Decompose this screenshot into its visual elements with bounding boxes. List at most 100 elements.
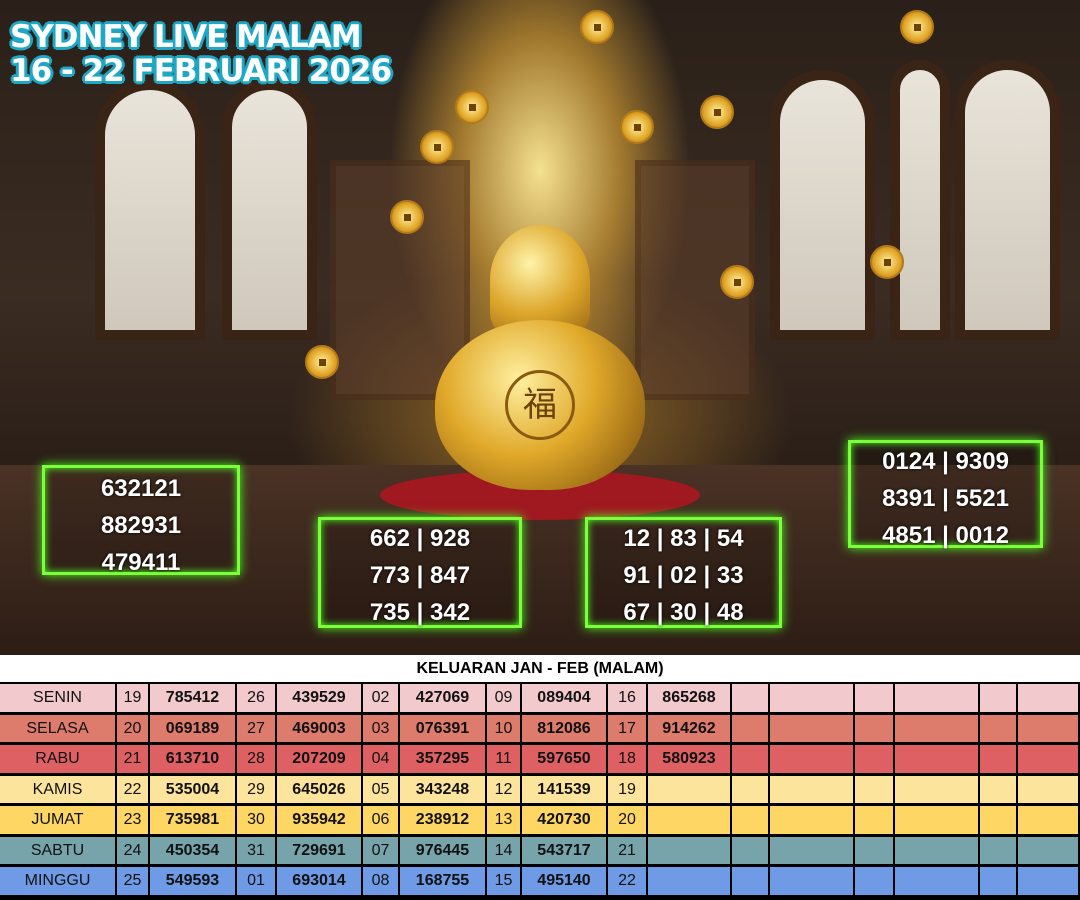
date-cell bbox=[855, 836, 895, 864]
date-cell bbox=[855, 684, 895, 712]
prediction-box-2d: 12 | 83 | 54 91 | 02 | 33 67 | 30 | 48 bbox=[585, 517, 782, 628]
result-cell: 597650 bbox=[522, 745, 608, 773]
results-table-title: KELUARAN JAN - FEB (MALAM) bbox=[0, 655, 1080, 684]
day-label: JUMAT bbox=[0, 806, 117, 834]
promo-banner: 福 SYDNEY LIVE MALAM 16 - 22 FEBRUARI 202… bbox=[0, 0, 1080, 655]
date-cell bbox=[732, 775, 770, 803]
date-cell bbox=[980, 745, 1018, 773]
date-cell bbox=[855, 806, 895, 834]
result-cell bbox=[1018, 775, 1080, 803]
date-cell: 25 bbox=[117, 867, 150, 895]
prediction-line: 735 | 342 bbox=[369, 599, 471, 626]
date-cell: 24 bbox=[117, 836, 150, 864]
date-cell bbox=[732, 745, 770, 773]
prediction-box-4d: 632121 882931 479411 bbox=[42, 465, 240, 576]
result-cell bbox=[770, 836, 855, 864]
date-cell bbox=[732, 806, 770, 834]
day-label: SABTU bbox=[0, 836, 117, 864]
prediction-line: 882931 bbox=[100, 512, 182, 539]
result-cell bbox=[1018, 836, 1080, 864]
coin-icon bbox=[620, 110, 654, 144]
result-cell bbox=[1018, 714, 1080, 742]
result-cell: 812086 bbox=[522, 714, 608, 742]
result-cell: 580923 bbox=[648, 745, 732, 773]
coin-icon bbox=[305, 345, 339, 379]
date-cell: 09 bbox=[487, 684, 522, 712]
date-cell: 19 bbox=[117, 684, 150, 712]
date-cell bbox=[855, 745, 895, 773]
result-cell: 914262 bbox=[648, 714, 732, 742]
result-cell: 343248 bbox=[400, 775, 487, 803]
date-cell: 29 bbox=[237, 775, 277, 803]
date-cell: 26 bbox=[237, 684, 277, 712]
result-cell bbox=[895, 867, 980, 895]
result-cell bbox=[1018, 684, 1080, 712]
date-cell bbox=[980, 867, 1018, 895]
result-cell: 207209 bbox=[277, 745, 363, 773]
result-cell bbox=[895, 836, 980, 864]
prediction-line: 479411 bbox=[101, 549, 181, 576]
coin-icon bbox=[420, 130, 454, 164]
prediction-line: 8391 | 5521 bbox=[882, 485, 1009, 512]
date-cell bbox=[732, 836, 770, 864]
date-cell bbox=[980, 806, 1018, 834]
prediction-line: 662 | 928 bbox=[369, 525, 471, 552]
coin-icon bbox=[390, 200, 424, 234]
result-cell: 420730 bbox=[522, 806, 608, 834]
date-cell: 12 bbox=[487, 775, 522, 803]
window-decoration bbox=[890, 60, 950, 340]
gourd-vase-neck bbox=[490, 225, 590, 335]
prediction-line: 67 | 30 | 48 bbox=[623, 599, 744, 626]
date-cell bbox=[855, 867, 895, 895]
result-cell: 785412 bbox=[150, 684, 237, 712]
result-cell: 357295 bbox=[400, 745, 487, 773]
result-cell: 495140 bbox=[522, 867, 608, 895]
date-cell bbox=[732, 867, 770, 895]
result-cell: 735981 bbox=[150, 806, 237, 834]
window-decoration bbox=[955, 60, 1060, 340]
result-cell bbox=[770, 684, 855, 712]
date-cell: 22 bbox=[117, 775, 150, 803]
prediction-line: 0124 | 9309 bbox=[882, 448, 1009, 475]
date-cell bbox=[980, 775, 1018, 803]
prediction-line: 91 | 02 | 33 bbox=[623, 562, 744, 589]
result-cell: 693014 bbox=[277, 867, 363, 895]
result-cell bbox=[770, 775, 855, 803]
result-cell: 976445 bbox=[400, 836, 487, 864]
result-cell: 613710 bbox=[150, 745, 237, 773]
result-cell bbox=[648, 836, 732, 864]
result-cell: 535004 bbox=[150, 775, 237, 803]
day-label: RABU bbox=[0, 745, 117, 773]
result-cell bbox=[648, 806, 732, 834]
window-decoration bbox=[222, 80, 317, 340]
coin-icon bbox=[455, 90, 489, 124]
date-cell: 19 bbox=[608, 775, 648, 803]
date-cell bbox=[855, 714, 895, 742]
result-cell bbox=[770, 806, 855, 834]
date-cell bbox=[980, 684, 1018, 712]
date-cell bbox=[855, 775, 895, 803]
date-cell: 31 bbox=[237, 836, 277, 864]
result-cell: 069189 bbox=[150, 714, 237, 742]
table-row-senin: SENIN 19 785412 26 439529 02 427069 09 089404 16 8… bbox=[0, 684, 1080, 715]
prediction-line: 4851 | 0012 bbox=[882, 522, 1009, 549]
prediction-box-bbfs: 0124 | 9309 8391 | 5521 4851 | 0012 bbox=[848, 440, 1043, 549]
coin-icon bbox=[580, 10, 614, 44]
result-cell: 543717 bbox=[522, 836, 608, 864]
day-label: SENIN bbox=[0, 684, 117, 712]
date-cell: 16 bbox=[608, 684, 648, 712]
date-cell: 02 bbox=[363, 684, 400, 712]
date-cell: 10 bbox=[487, 714, 522, 742]
result-cell bbox=[648, 775, 732, 803]
date-cell: 20 bbox=[608, 806, 648, 834]
date-cell: 03 bbox=[363, 714, 400, 742]
result-cell bbox=[648, 867, 732, 895]
result-cell bbox=[1018, 867, 1080, 895]
result-cell bbox=[895, 714, 980, 742]
result-cell: 076391 bbox=[400, 714, 487, 742]
date-cell: 17 bbox=[608, 714, 648, 742]
date-cell: 14 bbox=[487, 836, 522, 864]
prediction-line: 12 | 83 | 54 bbox=[623, 525, 744, 552]
date-cell: 06 bbox=[363, 806, 400, 834]
date-cell: 22 bbox=[608, 867, 648, 895]
